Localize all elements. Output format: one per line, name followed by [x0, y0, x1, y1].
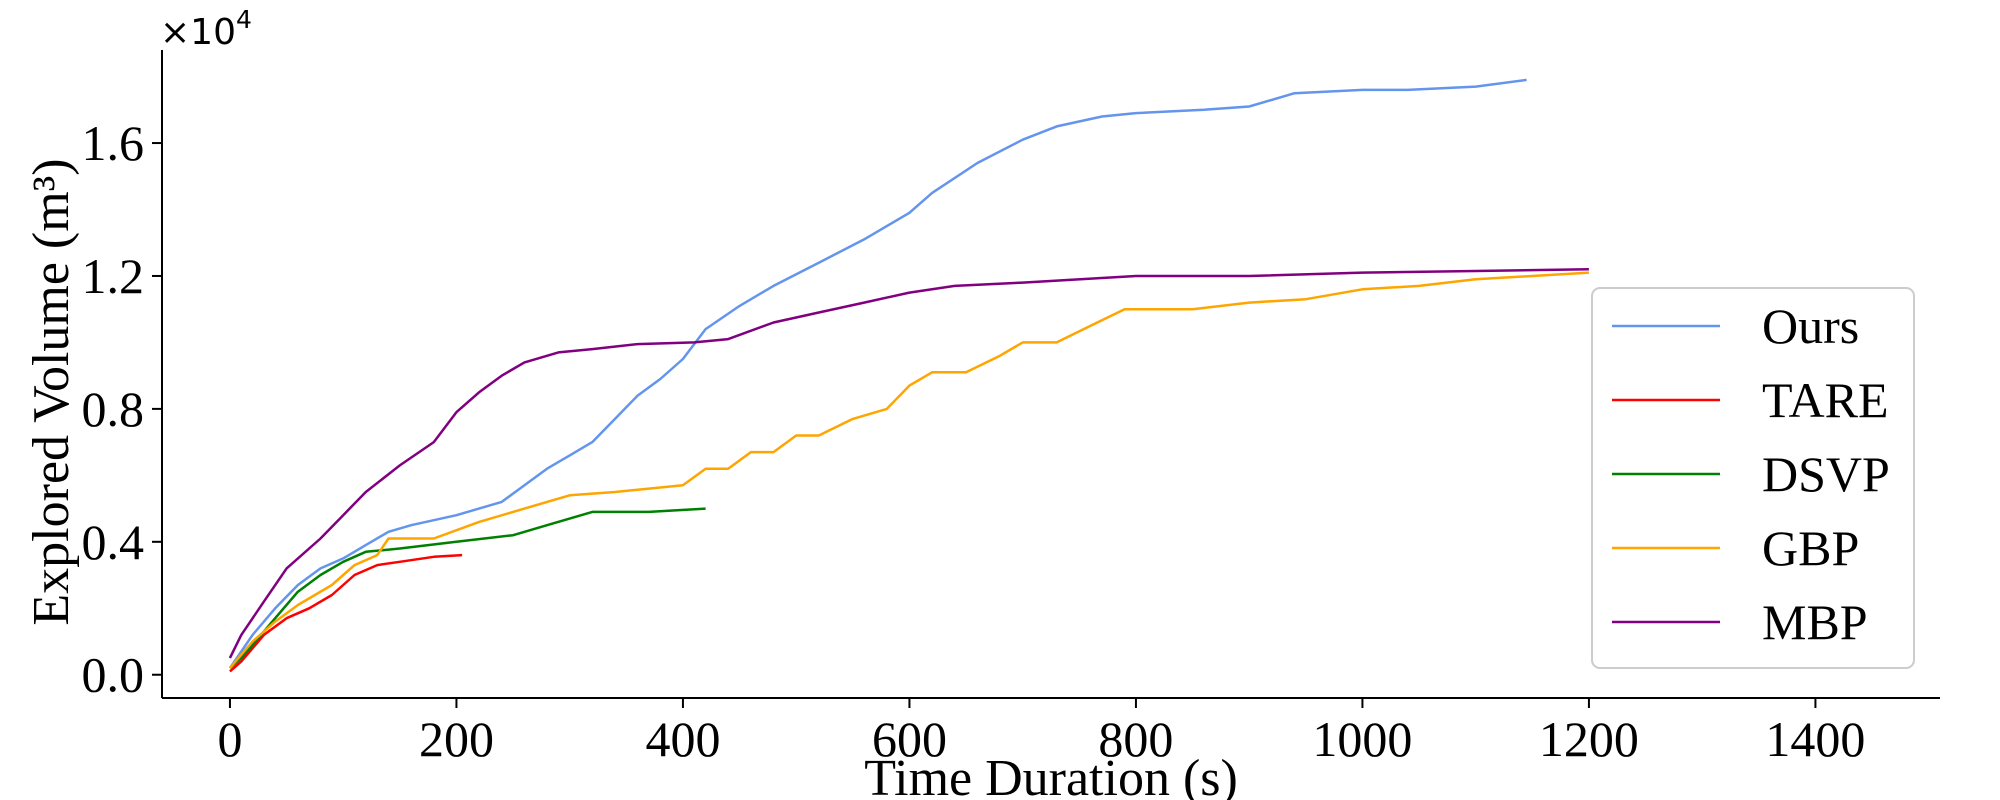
- x-tick-label: 1200: [1539, 711, 1639, 767]
- x-tick-label: 1400: [1765, 711, 1865, 767]
- series-line-ours: [228, 78, 1527, 669]
- x-tick-label: 400: [645, 711, 720, 767]
- x-ticks: 0 200 400 600 800 1000 1200 1400: [217, 698, 1865, 767]
- y-ticks: 0.0 0.4 0.8 1.2 1.6: [82, 115, 162, 703]
- x-tick-label: 0: [217, 711, 242, 767]
- x-tick-label: 600: [872, 711, 947, 767]
- y-tick-label: 0.8: [82, 381, 145, 437]
- legend-label-mbp: MBP: [1762, 594, 1868, 650]
- series-line-mbp: [228, 268, 1589, 659]
- y-scale-exponent: 4: [236, 5, 252, 34]
- legend-label-dsvp: DSVP: [1762, 446, 1890, 502]
- series-line-dsvp: [229, 507, 706, 670]
- x-axis-title: Time Duration (s): [864, 750, 1238, 800]
- x-tick-label: 200: [419, 711, 494, 767]
- y-tick-label: 0.4: [82, 514, 145, 570]
- series-lines: [228, 78, 1589, 673]
- x-tick-label: 1000: [1312, 711, 1412, 767]
- series-line-tare: [229, 553, 463, 673]
- y-tick-label: 1.2: [82, 248, 145, 304]
- y-tick-label: 1.6: [82, 115, 145, 171]
- legend-label-gbp: GBP: [1762, 520, 1859, 576]
- y-axis-title: Explored Volume (m³): [23, 158, 80, 625]
- legend-label-ours: Ours: [1762, 298, 1859, 354]
- y-scale-label: ×104: [160, 5, 252, 53]
- series-line-gbp: [228, 271, 1589, 669]
- legend-label-tare: TARE: [1762, 372, 1889, 428]
- legend: Ours TARE DSVP GBP MBP: [1591, 287, 1915, 669]
- legend-box: [1591, 287, 1915, 669]
- x-tick-label: 800: [1098, 711, 1173, 767]
- y-tick-label: 0.0: [82, 647, 145, 703]
